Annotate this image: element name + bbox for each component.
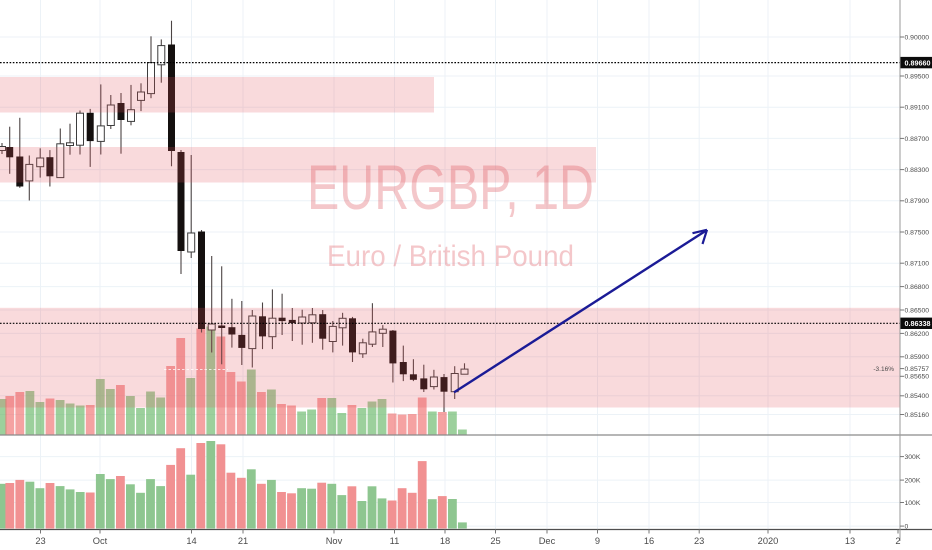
svg-text:18: 18: [440, 536, 450, 546]
svg-text:23: 23: [694, 536, 704, 546]
svg-text:2: 2: [895, 536, 900, 546]
svg-text:13: 13: [845, 536, 855, 546]
svg-text:0.90000: 0.90000: [905, 34, 930, 41]
svg-text:0.85400: 0.85400: [905, 393, 930, 400]
svg-text:Euro / British Pound: Euro / British Pound: [327, 240, 574, 273]
svg-text:0.88700: 0.88700: [905, 136, 930, 143]
svg-text:-3.16%: -3.16%: [873, 366, 894, 373]
svg-text:0.87100: 0.87100: [905, 261, 930, 268]
svg-text:0.86800: 0.86800: [905, 284, 930, 291]
svg-text:EURGBP, 1D: EURGBP, 1D: [307, 153, 594, 223]
svg-text:0: 0: [905, 524, 909, 531]
svg-text:100K: 100K: [905, 500, 921, 507]
svg-text:300K: 300K: [905, 454, 921, 461]
svg-text:25: 25: [490, 536, 500, 546]
svg-text:14: 14: [186, 536, 196, 546]
svg-text:0.86200: 0.86200: [905, 331, 930, 338]
svg-text:0.86500: 0.86500: [905, 307, 930, 314]
svg-text:0.87500: 0.87500: [905, 229, 930, 236]
svg-text:0.89500: 0.89500: [905, 73, 930, 80]
svg-text:Oct: Oct: [93, 536, 108, 546]
svg-text:23: 23: [35, 536, 45, 546]
svg-text:16: 16: [644, 536, 654, 546]
svg-text:Dec: Dec: [539, 536, 556, 546]
svg-text:0.87900: 0.87900: [905, 198, 930, 205]
svg-text:0.85900: 0.85900: [905, 354, 930, 361]
svg-text:0.89100: 0.89100: [905, 105, 930, 112]
svg-text:0.89660: 0.89660: [905, 58, 931, 67]
svg-text:0.85160: 0.85160: [905, 412, 930, 419]
svg-text:200K: 200K: [905, 478, 921, 485]
svg-text:0.85757: 0.85757: [905, 366, 930, 373]
svg-text:Nov: Nov: [326, 536, 343, 546]
svg-text:0.85650: 0.85650: [905, 374, 930, 381]
svg-text:11: 11: [390, 536, 400, 546]
svg-text:9: 9: [595, 536, 600, 546]
svg-text:21: 21: [238, 536, 248, 546]
svg-text:0.88300: 0.88300: [905, 167, 930, 174]
svg-text:2020: 2020: [758, 536, 779, 546]
svg-text:0.86338: 0.86338: [905, 319, 931, 328]
